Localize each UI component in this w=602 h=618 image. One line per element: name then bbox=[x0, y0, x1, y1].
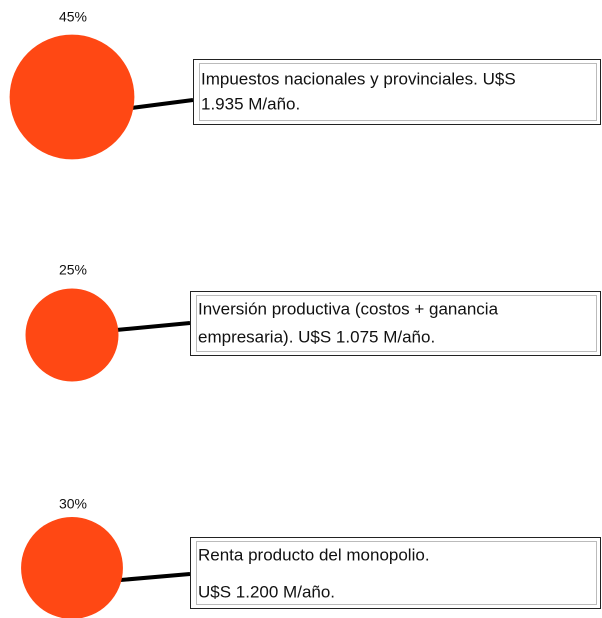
text-box-inner bbox=[196, 541, 597, 605]
box-text: empresaria). U$S 1.075 M/año. bbox=[198, 327, 435, 346]
connector bbox=[115, 321, 191, 332]
text-box bbox=[193, 59, 601, 125]
text-box bbox=[190, 537, 601, 609]
bubble bbox=[25, 288, 119, 382]
text-box bbox=[190, 291, 601, 356]
box-text: 1.935 M/año. bbox=[201, 94, 300, 113]
box-text: Inversión productiva (costos + ganancia bbox=[198, 299, 499, 318]
text-box-inner bbox=[199, 63, 597, 121]
box-text: Impuestos nacionales y provinciales. U$S bbox=[201, 69, 516, 88]
percent-label: 25% bbox=[59, 262, 87, 278]
box-text: U$S 1.200 M/año. bbox=[198, 582, 335, 601]
percent-label: 45% bbox=[59, 9, 87, 25]
connector bbox=[131, 98, 194, 110]
percent-label: 30% bbox=[59, 496, 87, 512]
bubble bbox=[9, 34, 135, 160]
box-text: Renta producto del monopolio. bbox=[198, 545, 430, 564]
connector bbox=[120, 572, 191, 582]
bubble bbox=[21, 517, 123, 618]
text-box-inner bbox=[196, 295, 597, 352]
